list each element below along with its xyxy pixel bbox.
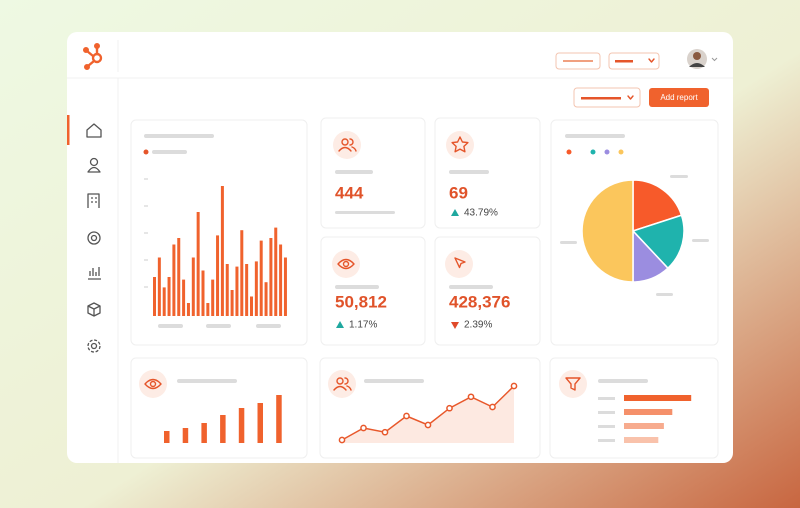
button-label[interactable]: Add report (660, 93, 698, 102)
point (510, 382, 518, 390)
bar (186, 303, 190, 316)
dropdown[interactable] (608, 52, 660, 70)
nav-products[interactable] (87, 302, 101, 317)
trend-arrow (451, 209, 459, 216)
bar (211, 279, 215, 316)
bar (182, 279, 186, 316)
bar (182, 428, 189, 443)
trend-arrow (451, 322, 459, 329)
bar (240, 230, 244, 316)
sidebar (86, 123, 102, 353)
legend-dot (590, 149, 596, 155)
bar (201, 270, 205, 316)
bar (162, 287, 166, 316)
bar (283, 257, 287, 316)
bar (225, 264, 229, 316)
bar (167, 277, 171, 316)
bar (191, 257, 195, 316)
bar (269, 238, 273, 316)
point (467, 393, 475, 401)
bar (624, 437, 659, 443)
bar (279, 244, 283, 316)
bar (235, 266, 239, 316)
pie-slice (631, 214, 685, 270)
nav-settings[interactable] (87, 339, 101, 353)
point (381, 428, 389, 436)
legend-dot (604, 149, 610, 155)
stat-change: 2.39% (464, 320, 492, 331)
point (424, 421, 432, 429)
legend-dot (618, 149, 624, 155)
bar (624, 423, 664, 429)
point (360, 424, 367, 432)
pie-slice (632, 179, 683, 233)
stat-value: 428,376 (449, 292, 510, 311)
point (403, 412, 410, 420)
bar (164, 431, 170, 443)
legend-dot (566, 149, 572, 155)
point (489, 403, 496, 411)
bar (254, 261, 258, 316)
nav-goals[interactable] (87, 231, 101, 245)
bar (153, 277, 156, 316)
bar (250, 296, 253, 316)
nav-contacts[interactable] (87, 157, 101, 173)
bar (196, 212, 200, 316)
bar (259, 240, 263, 316)
bar (201, 423, 207, 443)
nav-companies[interactable] (87, 193, 100, 208)
point (446, 404, 453, 412)
bar (257, 403, 263, 443)
bar (172, 244, 176, 316)
bar (230, 290, 234, 316)
bar (264, 282, 268, 316)
add-report-button[interactable] (649, 88, 709, 107)
point (338, 436, 346, 444)
bar (276, 395, 282, 443)
bar (624, 409, 673, 415)
stat-change: 43.79% (464, 208, 498, 219)
bar (274, 227, 278, 316)
logo[interactable] (82, 43, 103, 70)
bar (206, 303, 210, 316)
bar (157, 257, 161, 316)
stat-value: 444 (335, 183, 364, 202)
bar (624, 395, 692, 401)
bar (216, 235, 220, 316)
stat-value: 50,812 (335, 292, 387, 311)
nav-reports[interactable] (88, 267, 101, 280)
trend-arrow (336, 321, 344, 328)
bar (220, 186, 224, 316)
stat-change: 1.17% (349, 320, 377, 331)
pie-slice (581, 179, 634, 283)
stat-value: 69 (449, 183, 468, 202)
bar (245, 264, 249, 316)
bar (177, 238, 181, 316)
bar (238, 408, 245, 443)
funnel-card (549, 357, 719, 459)
nav-home[interactable] (86, 123, 102, 138)
bar (220, 415, 226, 443)
line-area (342, 386, 514, 443)
